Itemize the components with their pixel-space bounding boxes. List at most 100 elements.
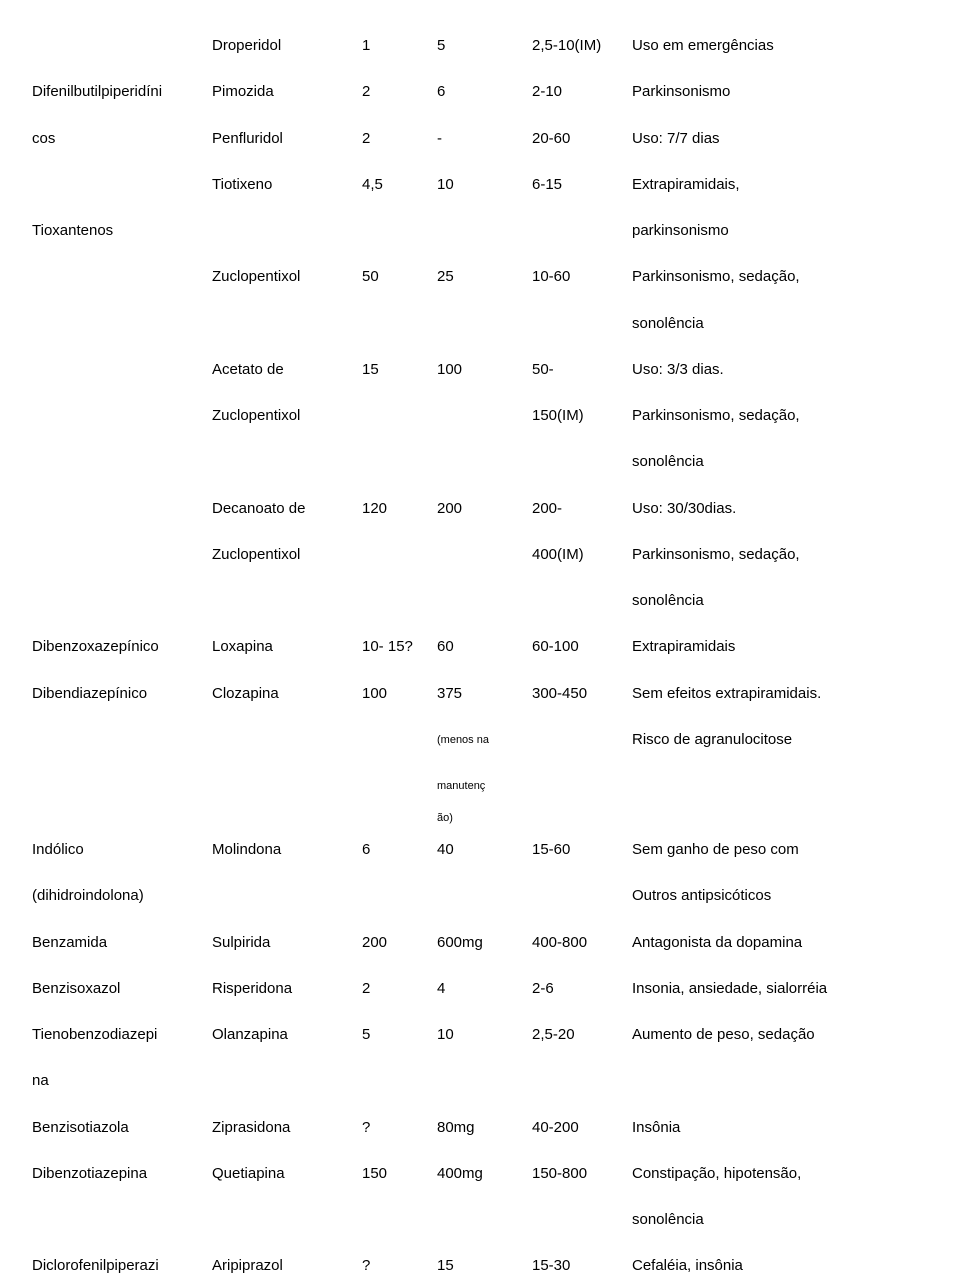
- cell-c5: 60-100: [532, 637, 632, 657]
- cell-c2: Risperidona: [212, 979, 362, 999]
- cell-c5: [532, 1210, 632, 1230]
- table-row: sonolência: [32, 1210, 904, 1230]
- cell-text: 150(IM): [532, 407, 584, 424]
- cell-c2: Clozapina: [212, 684, 362, 704]
- cell-c4: [437, 886, 532, 906]
- cell-c4: 100: [437, 360, 532, 380]
- cell-text: sonolência: [632, 453, 704, 470]
- cell-text: Pimozida: [212, 83, 274, 100]
- table-row: Decanoato de120200200-Uso: 30/30dias.: [32, 499, 904, 519]
- cell-c6: Sem efeitos extrapiramidais.: [632, 684, 904, 704]
- cell-text: 10: [437, 176, 454, 193]
- cell-c4: [437, 406, 532, 426]
- cell-text: 100: [437, 361, 462, 378]
- cell-c5: [532, 1071, 632, 1091]
- cell-c1: Tioxantenos: [32, 221, 212, 241]
- cell-c6: Uso: 3/3 dias.: [632, 360, 904, 380]
- cell-text: Tienobenzodiazepi: [32, 1026, 157, 1043]
- cell-c3: [362, 221, 437, 241]
- cell-c6: sonolência: [632, 591, 904, 611]
- cell-text: sonolência: [632, 315, 704, 332]
- cell-text: sonolência: [632, 1211, 704, 1228]
- cell-text: Droperidol: [212, 37, 281, 54]
- cell-c3: [362, 452, 437, 472]
- cell-c3: 50: [362, 267, 437, 287]
- cell-c1: Difenilbutilpiperidíni: [32, 82, 212, 102]
- cell-c2: Acetato de: [212, 360, 362, 380]
- cell-c1: [32, 175, 212, 195]
- cell-c4: 40: [437, 840, 532, 860]
- cell-text: 20-60: [532, 130, 570, 147]
- cell-text: 2: [362, 83, 370, 100]
- cell-text: 2,5-20: [532, 1026, 575, 1043]
- cell-c4: [437, 452, 532, 472]
- cell-text: Benzamida: [32, 934, 107, 951]
- cell-c3: [362, 730, 437, 750]
- cell-text: 200: [362, 934, 387, 951]
- cell-text: 15: [437, 1257, 454, 1274]
- cell-c5: 2,5-10(IM): [532, 36, 632, 56]
- cell-c2: [212, 776, 362, 794]
- cell-c2: [212, 221, 362, 241]
- cell-c6: Insônia: [632, 1118, 904, 1138]
- cell-c3: [362, 545, 437, 565]
- table-row: (menos naRisco de agranulocitose: [32, 730, 904, 750]
- cell-c4: 200: [437, 499, 532, 519]
- cell-text: 40: [437, 841, 454, 858]
- cell-text: Ziprasidona: [212, 1119, 290, 1136]
- cell-text: Antagonista da dopamina: [632, 934, 802, 951]
- cell-c5: [532, 452, 632, 472]
- cell-text: 2: [362, 130, 370, 147]
- cell-text: 6-15: [532, 176, 562, 193]
- cell-text: -: [437, 130, 442, 147]
- cell-c6: Constipação, hipotensão,: [632, 1164, 904, 1184]
- table-row: sonolência: [32, 452, 904, 472]
- cell-c2: [212, 808, 362, 826]
- cell-text: (dihidroindolona): [32, 887, 144, 904]
- cell-c4: [437, 545, 532, 565]
- table-row: sonolência: [32, 591, 904, 611]
- cell-text: 150: [362, 1165, 387, 1182]
- cell-c4: manutenç: [437, 776, 532, 794]
- cell-text: Outros antipsicóticos: [632, 887, 771, 904]
- cell-c4: 375: [437, 684, 532, 704]
- cell-text: 5: [362, 1026, 370, 1043]
- cell-c1: Benzamida: [32, 933, 212, 953]
- cell-c2: [212, 730, 362, 750]
- cell-text: Parkinsonismo: [632, 83, 730, 100]
- cell-c5: 2-6: [532, 979, 632, 999]
- cell-c3: [362, 1071, 437, 1091]
- table-row: BenzamidaSulpirida200600mg400-800Antagon…: [32, 933, 904, 953]
- table-row: Acetato de1510050-Uso: 3/3 dias.: [32, 360, 904, 380]
- cell-text: 10- 15?: [362, 638, 413, 655]
- cell-text: 300-450: [532, 685, 587, 702]
- cell-c3: 6: [362, 840, 437, 860]
- cell-text: Insonia, ansiedade, sialorréia: [632, 980, 827, 997]
- cell-c1: (dihidroindolona): [32, 886, 212, 906]
- cell-c6: Parkinsonismo, sedação,: [632, 406, 904, 426]
- table-row: DifenilbutilpiperidíniPimozida262-10Park…: [32, 82, 904, 102]
- cell-c4: -: [437, 129, 532, 149]
- cell-c4: 15: [437, 1256, 532, 1276]
- cell-c5: [532, 730, 632, 750]
- cell-text: 10: [437, 1026, 454, 1043]
- cell-text: 600mg: [437, 934, 483, 951]
- cell-c5: 20-60: [532, 129, 632, 149]
- cell-text: 400-800: [532, 934, 587, 951]
- cell-text: Uso: 3/3 dias.: [632, 361, 724, 378]
- cell-c3: [362, 314, 437, 334]
- cell-c3: ?: [362, 1118, 437, 1138]
- cell-text: manutenç: [437, 780, 485, 792]
- cell-c1: [32, 591, 212, 611]
- cell-c6: Outros antipsicóticos: [632, 886, 904, 906]
- cell-c2: Ziprasidona: [212, 1118, 362, 1138]
- cell-text: 375: [437, 685, 462, 702]
- cell-c5: 6-15: [532, 175, 632, 195]
- cell-text: 150-800: [532, 1165, 587, 1182]
- cell-text: 4,5: [362, 176, 383, 193]
- cell-c3: [362, 406, 437, 426]
- cell-text: Benzisoxazol: [32, 980, 120, 997]
- cell-text: Uso em emergências: [632, 37, 774, 54]
- cell-c6: sonolência: [632, 1210, 904, 1230]
- cell-c5: 40-200: [532, 1118, 632, 1138]
